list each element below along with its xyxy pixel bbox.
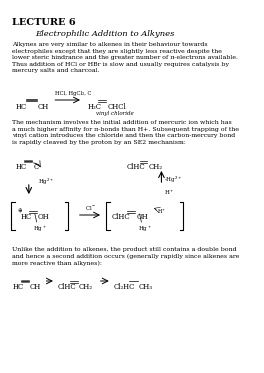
- Text: Alkynes are very similar to alkenes in their behaviour towards
electrophiles exc: Alkynes are very similar to alkenes in t…: [12, 42, 238, 73]
- Text: HC: HC: [21, 213, 32, 221]
- Text: OH: OH: [37, 213, 49, 221]
- Text: CHCl: CHCl: [107, 103, 126, 111]
- Text: Cl$^-$: Cl$^-$: [85, 204, 96, 212]
- Text: ClHC: ClHC: [112, 213, 130, 221]
- Text: C: C: [33, 163, 38, 171]
- Text: CH: CH: [37, 103, 49, 111]
- Text: ⊕: ⊕: [17, 208, 22, 213]
- Text: Hg$^+$: Hg$^+$: [138, 224, 152, 234]
- Text: ClHC: ClHC: [58, 283, 76, 291]
- Text: ClHC: ClHC: [126, 163, 145, 171]
- Text: Electrophilic Addition to Alkynes: Electrophilic Addition to Alkynes: [35, 30, 174, 38]
- Text: -Hg$^{2+}$: -Hg$^{2+}$: [164, 175, 182, 185]
- Text: Hg$^+$: Hg$^+$: [33, 224, 47, 234]
- Text: LECTURE 6: LECTURE 6: [12, 18, 76, 27]
- Text: H₂C: H₂C: [87, 103, 101, 111]
- Text: CH: CH: [30, 283, 41, 291]
- Text: HC: HC: [12, 283, 23, 291]
- Text: vinyl chloride: vinyl chloride: [96, 111, 134, 116]
- Text: H$^+$: H$^+$: [157, 207, 167, 216]
- Text: HC: HC: [16, 103, 27, 111]
- Text: HCl, HgCl₂, C: HCl, HgCl₂, C: [55, 91, 91, 96]
- Text: The mechanism involves the initial addition of mercuric ion which has
a much hig: The mechanism involves the initial addit…: [12, 120, 239, 145]
- Text: H$^+$: H$^+$: [164, 188, 175, 197]
- Text: CH₂: CH₂: [78, 283, 93, 291]
- Text: CH₂: CH₂: [148, 163, 162, 171]
- Text: HC: HC: [16, 163, 27, 171]
- Text: OH: OH: [136, 213, 148, 221]
- Text: Unlike the addition to alkenes, the product still contains a double bond
and hen: Unlike the addition to alkenes, the prod…: [12, 247, 240, 266]
- Text: Hg$^{2+}$: Hg$^{2+}$: [38, 177, 55, 187]
- Text: CH₃: CH₃: [139, 283, 153, 291]
- Text: Cl₂HC: Cl₂HC: [114, 283, 135, 291]
